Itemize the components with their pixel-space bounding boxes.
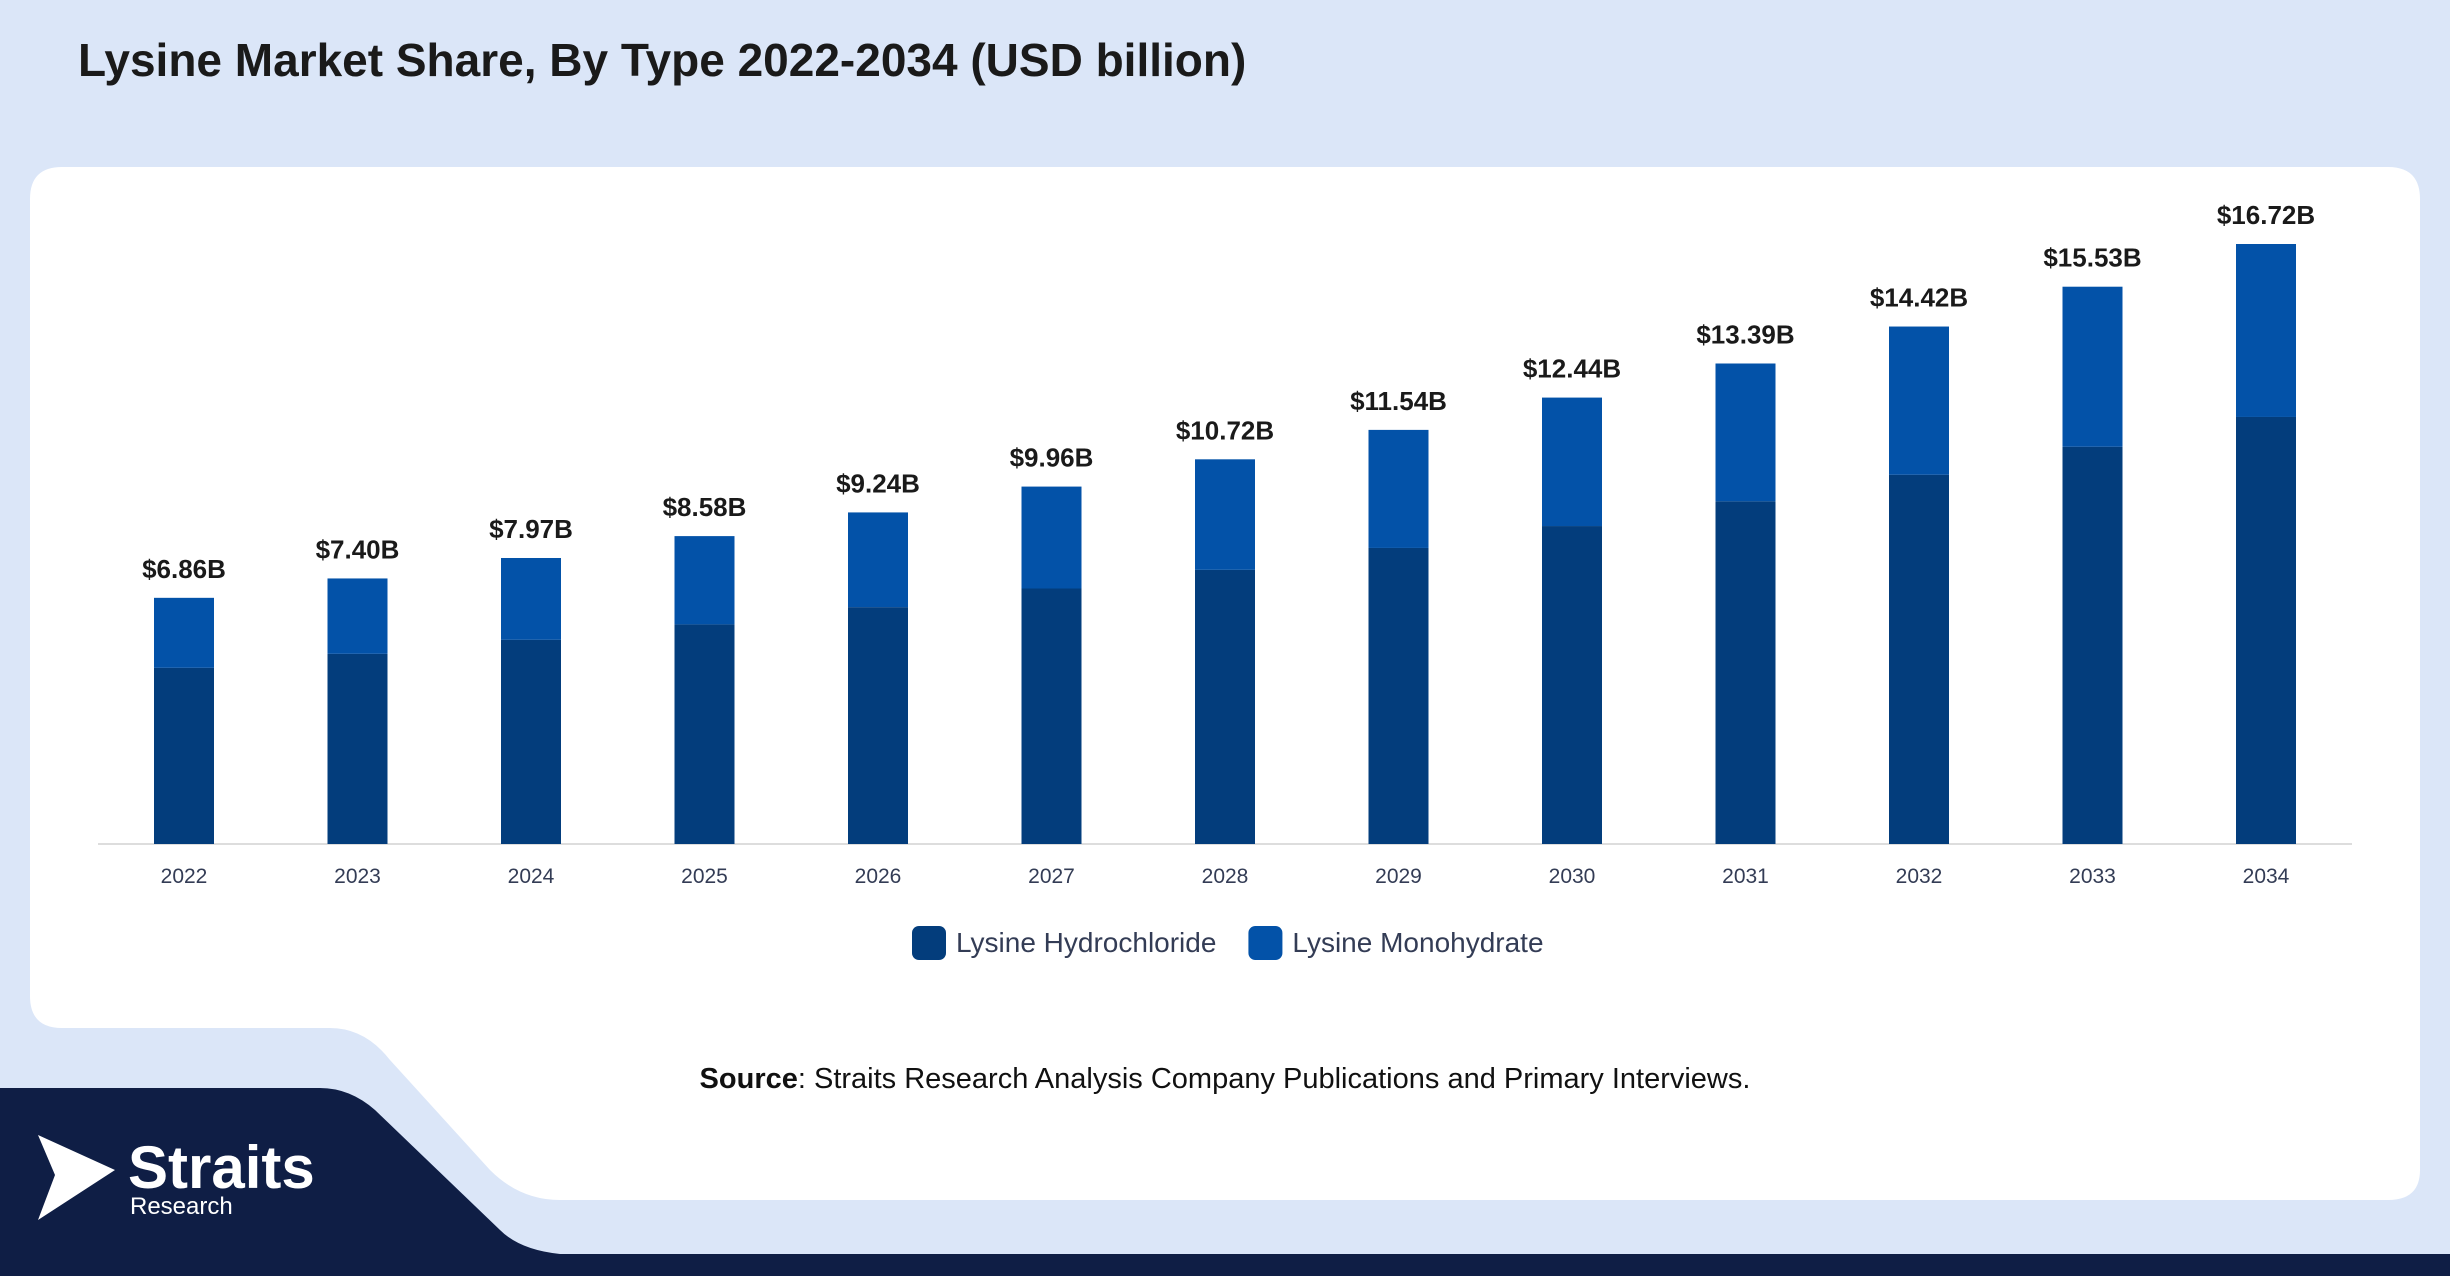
legend-swatch	[912, 926, 946, 960]
total-label: $8.58B	[663, 492, 747, 522]
bar-segment	[1021, 588, 1082, 844]
bar-segment	[327, 578, 388, 654]
total-label: $15.53B	[2043, 243, 2141, 273]
brand: Straits	[128, 1134, 315, 1201]
footer-band	[0, 1088, 2450, 1276]
bar-segment	[1715, 501, 1776, 844]
bar-segment	[2236, 244, 2296, 417]
total-label: $10.72B	[1176, 415, 1274, 445]
x-tick-label: 2023	[334, 865, 381, 888]
bar-segment	[2062, 446, 2123, 844]
source-text: : Straits Research Analysis Company Publ…	[798, 1063, 1751, 1095]
bar-segment	[154, 597, 214, 668]
x-tick-label: 2026	[855, 865, 902, 888]
x-tick-label: 2024	[508, 865, 555, 888]
x-tick-label: 2027	[1028, 865, 1075, 888]
total-label: $9.24B	[836, 468, 920, 498]
bar-segment	[1542, 397, 1602, 527]
bar-segment	[2062, 286, 2123, 447]
bar-segment	[501, 639, 561, 844]
x-tick-label: 2032	[1896, 865, 1943, 888]
bar-segment	[674, 536, 735, 625]
bar-segment	[1715, 363, 1776, 502]
bar-segment	[674, 624, 735, 844]
bar-segment	[1021, 486, 1082, 589]
total-label: $12.44B	[1523, 354, 1621, 384]
x-tick-label: 2031	[1722, 865, 1769, 888]
source-label: Source	[700, 1063, 798, 1095]
legend-label: Lysine Monohydrate	[1292, 927, 1543, 958]
bar-segment	[1889, 474, 1949, 844]
total-label: $9.96B	[1010, 443, 1094, 473]
bar-segment	[1542, 526, 1602, 844]
bar-segment	[1195, 569, 1255, 844]
legend-swatch	[1248, 926, 1283, 960]
x-tick-label: 2030	[1549, 865, 1596, 888]
total-label: $7.97B	[489, 514, 573, 544]
source: Source: Straits Research Analysis Compan…	[700, 1063, 1751, 1095]
total-label: $7.40B	[316, 534, 400, 564]
bar-segment	[1889, 326, 1949, 475]
bar-segment	[1368, 429, 1429, 548]
x-tick-label: 2034	[2243, 865, 2290, 888]
logo-icon	[38, 1135, 115, 1220]
bar-segment	[848, 512, 908, 608]
bar-segment	[327, 653, 388, 844]
total-label: $11.54B	[1350, 386, 1447, 416]
total-label: $14.42B	[1870, 283, 1968, 313]
bar-segment	[2236, 416, 2296, 844]
bar-segment	[848, 607, 908, 844]
x-tick-label: 2022	[161, 865, 208, 888]
chart-title: Lysine Market Share, By Type 2022-2034 (…	[78, 34, 1246, 86]
total-label: $16.72B	[2217, 200, 2315, 230]
bar-segment	[501, 557, 561, 640]
bar-segment	[154, 667, 214, 844]
x-tick-label: 2029	[1375, 865, 1422, 888]
legend-label: Lysine Hydrochloride	[956, 927, 1216, 958]
bar-segment	[1368, 547, 1429, 844]
x-tick-label: 2033	[2069, 865, 2116, 888]
bar-segment	[1195, 459, 1255, 570]
x-tick-label: 2028	[1202, 865, 1249, 888]
total-label: $13.39B	[1696, 319, 1794, 349]
brand-sub: Research	[130, 1193, 233, 1220]
x-tick-label: 2025	[681, 865, 728, 888]
total-label: $6.86B	[142, 554, 226, 584]
